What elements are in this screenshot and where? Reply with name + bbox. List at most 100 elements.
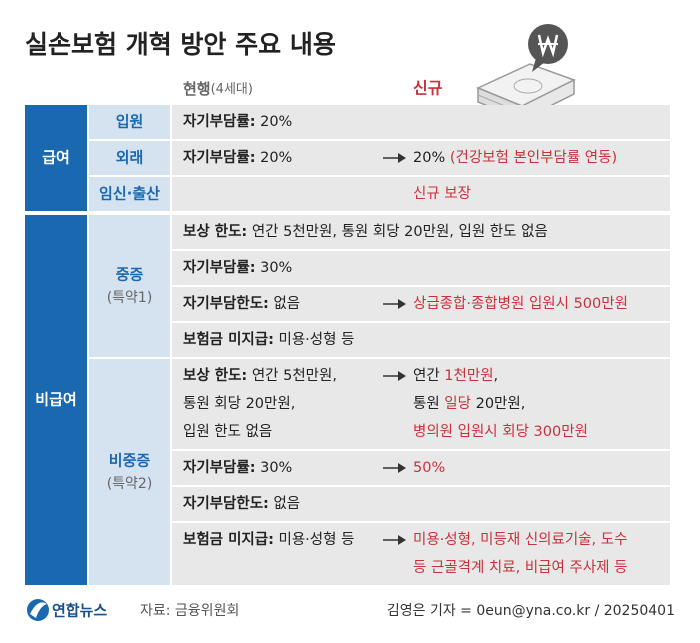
table-row xyxy=(172,451,670,485)
text-segment: 보험금 미지급: xyxy=(183,331,274,348)
cell-text: 등 근골격계 치료, 비급여 주사제 등 xyxy=(413,559,627,576)
text-segment: 자기부담한도: xyxy=(183,494,269,512)
cell-text: 자기부담률: 20% xyxy=(183,112,292,130)
table-row xyxy=(172,141,670,175)
arrow-head xyxy=(398,463,406,473)
section-cell xyxy=(25,215,87,585)
cell-text: 보험금 미지급: 미용·성형 등 xyxy=(183,331,354,348)
text-segment: (건강보험 본인부담률 연동) xyxy=(450,149,617,166)
footer: 연합뉴스 자료: 금융위원회 김영은 기자 = 0eun@yna.co.kr /… xyxy=(27,599,675,621)
group-label: 외래 xyxy=(116,149,144,167)
cell-text: 자기부담률: 20% xyxy=(183,148,292,166)
cell-text: 보상 한도: 연간 5천만원, xyxy=(183,367,337,384)
arrow-head xyxy=(398,535,406,545)
cell-text: 상급종합·종합병원 입원시 500만원 xyxy=(413,295,628,312)
cell-text: 보상 한도: 연간 5천만원, 통원 회당 20만원, 입원 한도 없음 xyxy=(183,223,548,240)
cell-text: 신규 보장 xyxy=(413,185,471,202)
text-segment: 일당 xyxy=(444,395,471,412)
column-new: 신규 xyxy=(413,79,443,98)
cell-text: 20% (건강보험 본인부담률 연동) xyxy=(413,149,617,166)
source: 자료: 금융위원회 xyxy=(140,603,239,619)
group-cell xyxy=(89,141,170,175)
text-segment: , xyxy=(494,368,499,384)
cell-text: 입원 한도 없음 xyxy=(183,423,272,440)
text-segment: 연간 5천만원, 통원 회당 20만원, 입원 한도 없음 xyxy=(247,223,548,240)
text-segment: 없음 xyxy=(269,295,300,312)
text-segment: 30% xyxy=(256,460,293,476)
text-segment: 없음 xyxy=(269,495,300,512)
text-segment: 30% xyxy=(256,260,293,276)
text-segment: 50% xyxy=(413,460,445,476)
arrow-head xyxy=(398,153,406,163)
cell-text: 자기부담한도: 없음 xyxy=(183,294,300,312)
cell-text: 보험금 미지급: 미용·성형 등 xyxy=(183,531,354,548)
group-cell xyxy=(89,359,170,585)
group-label: 중증 xyxy=(116,266,144,284)
group-label: 임신·출산 xyxy=(99,185,160,203)
text-segment: 상급종합·종합병원 입원시 500만원 xyxy=(413,295,628,312)
text-segment: 자기부담률: xyxy=(183,258,256,276)
text-segment: 연간 5천만원, xyxy=(247,367,337,384)
money-icon xyxy=(476,24,576,122)
title: 실손보험 개혁 방안 주요 내용 xyxy=(25,30,336,59)
arrow-head xyxy=(398,299,406,309)
text-segment: 20% xyxy=(413,150,450,166)
text-segment: 등 근골격계 치료, 비급여 주사제 등 xyxy=(413,559,627,576)
text-segment: 자기부담률: xyxy=(183,458,256,476)
text-segment: 보상 한도: xyxy=(183,223,247,240)
text-segment: 미용·성형 등 xyxy=(274,531,355,548)
group-label: 입원 xyxy=(116,113,144,131)
cell-text: 병의원 입원시 회당 300만원 xyxy=(413,423,588,440)
table-row xyxy=(172,251,670,285)
column-header: 현행(4세대) xyxy=(183,80,253,98)
text-segment: 통원 xyxy=(413,395,444,412)
group-cell xyxy=(89,177,170,211)
text-segment: 20% xyxy=(256,114,293,130)
table-row xyxy=(172,105,670,139)
text-segment: 보상 한도: xyxy=(183,367,247,384)
group-note: (특약2) xyxy=(107,476,153,492)
text-segment: 자기부담률: xyxy=(183,112,256,130)
column-current-note: (4세대) xyxy=(211,82,253,97)
credit: 김영은 기자 = 0eun@yna.co.kr / 20250401 xyxy=(387,603,675,619)
table-row xyxy=(172,359,670,449)
table-row xyxy=(172,523,670,585)
table-row xyxy=(172,177,670,211)
text-segment: 신규 보장 xyxy=(413,185,471,202)
cell-text: 통원 일당 20만원, xyxy=(413,395,525,412)
table-row xyxy=(172,323,670,357)
column-current: 현행 xyxy=(183,80,211,98)
text-segment: 연간 xyxy=(413,367,444,384)
cell-text: 자기부담한도: 없음 xyxy=(183,494,300,512)
table-row xyxy=(172,487,670,521)
text-segment: 입원 한도 없음 xyxy=(183,423,272,440)
cell-text: 자기부담률: 30% xyxy=(183,258,292,276)
text-segment: 보험금 미지급: xyxy=(183,531,274,548)
text-segment: 1천만원 xyxy=(444,367,493,384)
text-segment: 미용·성형, 미등재 신의료기술, 도수 xyxy=(413,531,627,548)
arrow-head xyxy=(398,371,406,381)
table-row xyxy=(172,287,670,321)
text-segment: 자기부담한도: xyxy=(183,294,269,312)
table-row xyxy=(172,215,670,249)
text-segment: 20% xyxy=(256,150,293,166)
text-segment: 병의원 입원시 회당 300만원 xyxy=(413,423,588,440)
group-label: 비중증 xyxy=(109,452,151,470)
text-segment: 자기부담률: xyxy=(183,148,256,166)
group-note: (특약1) xyxy=(107,290,153,306)
logo-text: 연합뉴스 xyxy=(52,602,107,620)
section-cell xyxy=(25,105,87,211)
text-segment: 미용·성형 등 xyxy=(274,331,355,348)
cell-text: 미용·성형, 미등재 신의료기술, 도수 xyxy=(413,531,627,548)
group-cell xyxy=(89,215,170,357)
cell-text: 자기부담률: 30% xyxy=(183,458,292,476)
section-label: 비급여 xyxy=(35,391,76,409)
cell-text: 50% xyxy=(413,460,445,476)
section-label: 급여 xyxy=(42,149,70,167)
text-segment: 20만원, xyxy=(471,395,525,412)
group-cell xyxy=(89,105,170,139)
cell-text: 통원 회당 20만원, xyxy=(183,395,295,412)
text-segment: 통원 회당 20만원, xyxy=(183,395,295,412)
cell-text: 연간 1천만원, xyxy=(413,367,498,384)
